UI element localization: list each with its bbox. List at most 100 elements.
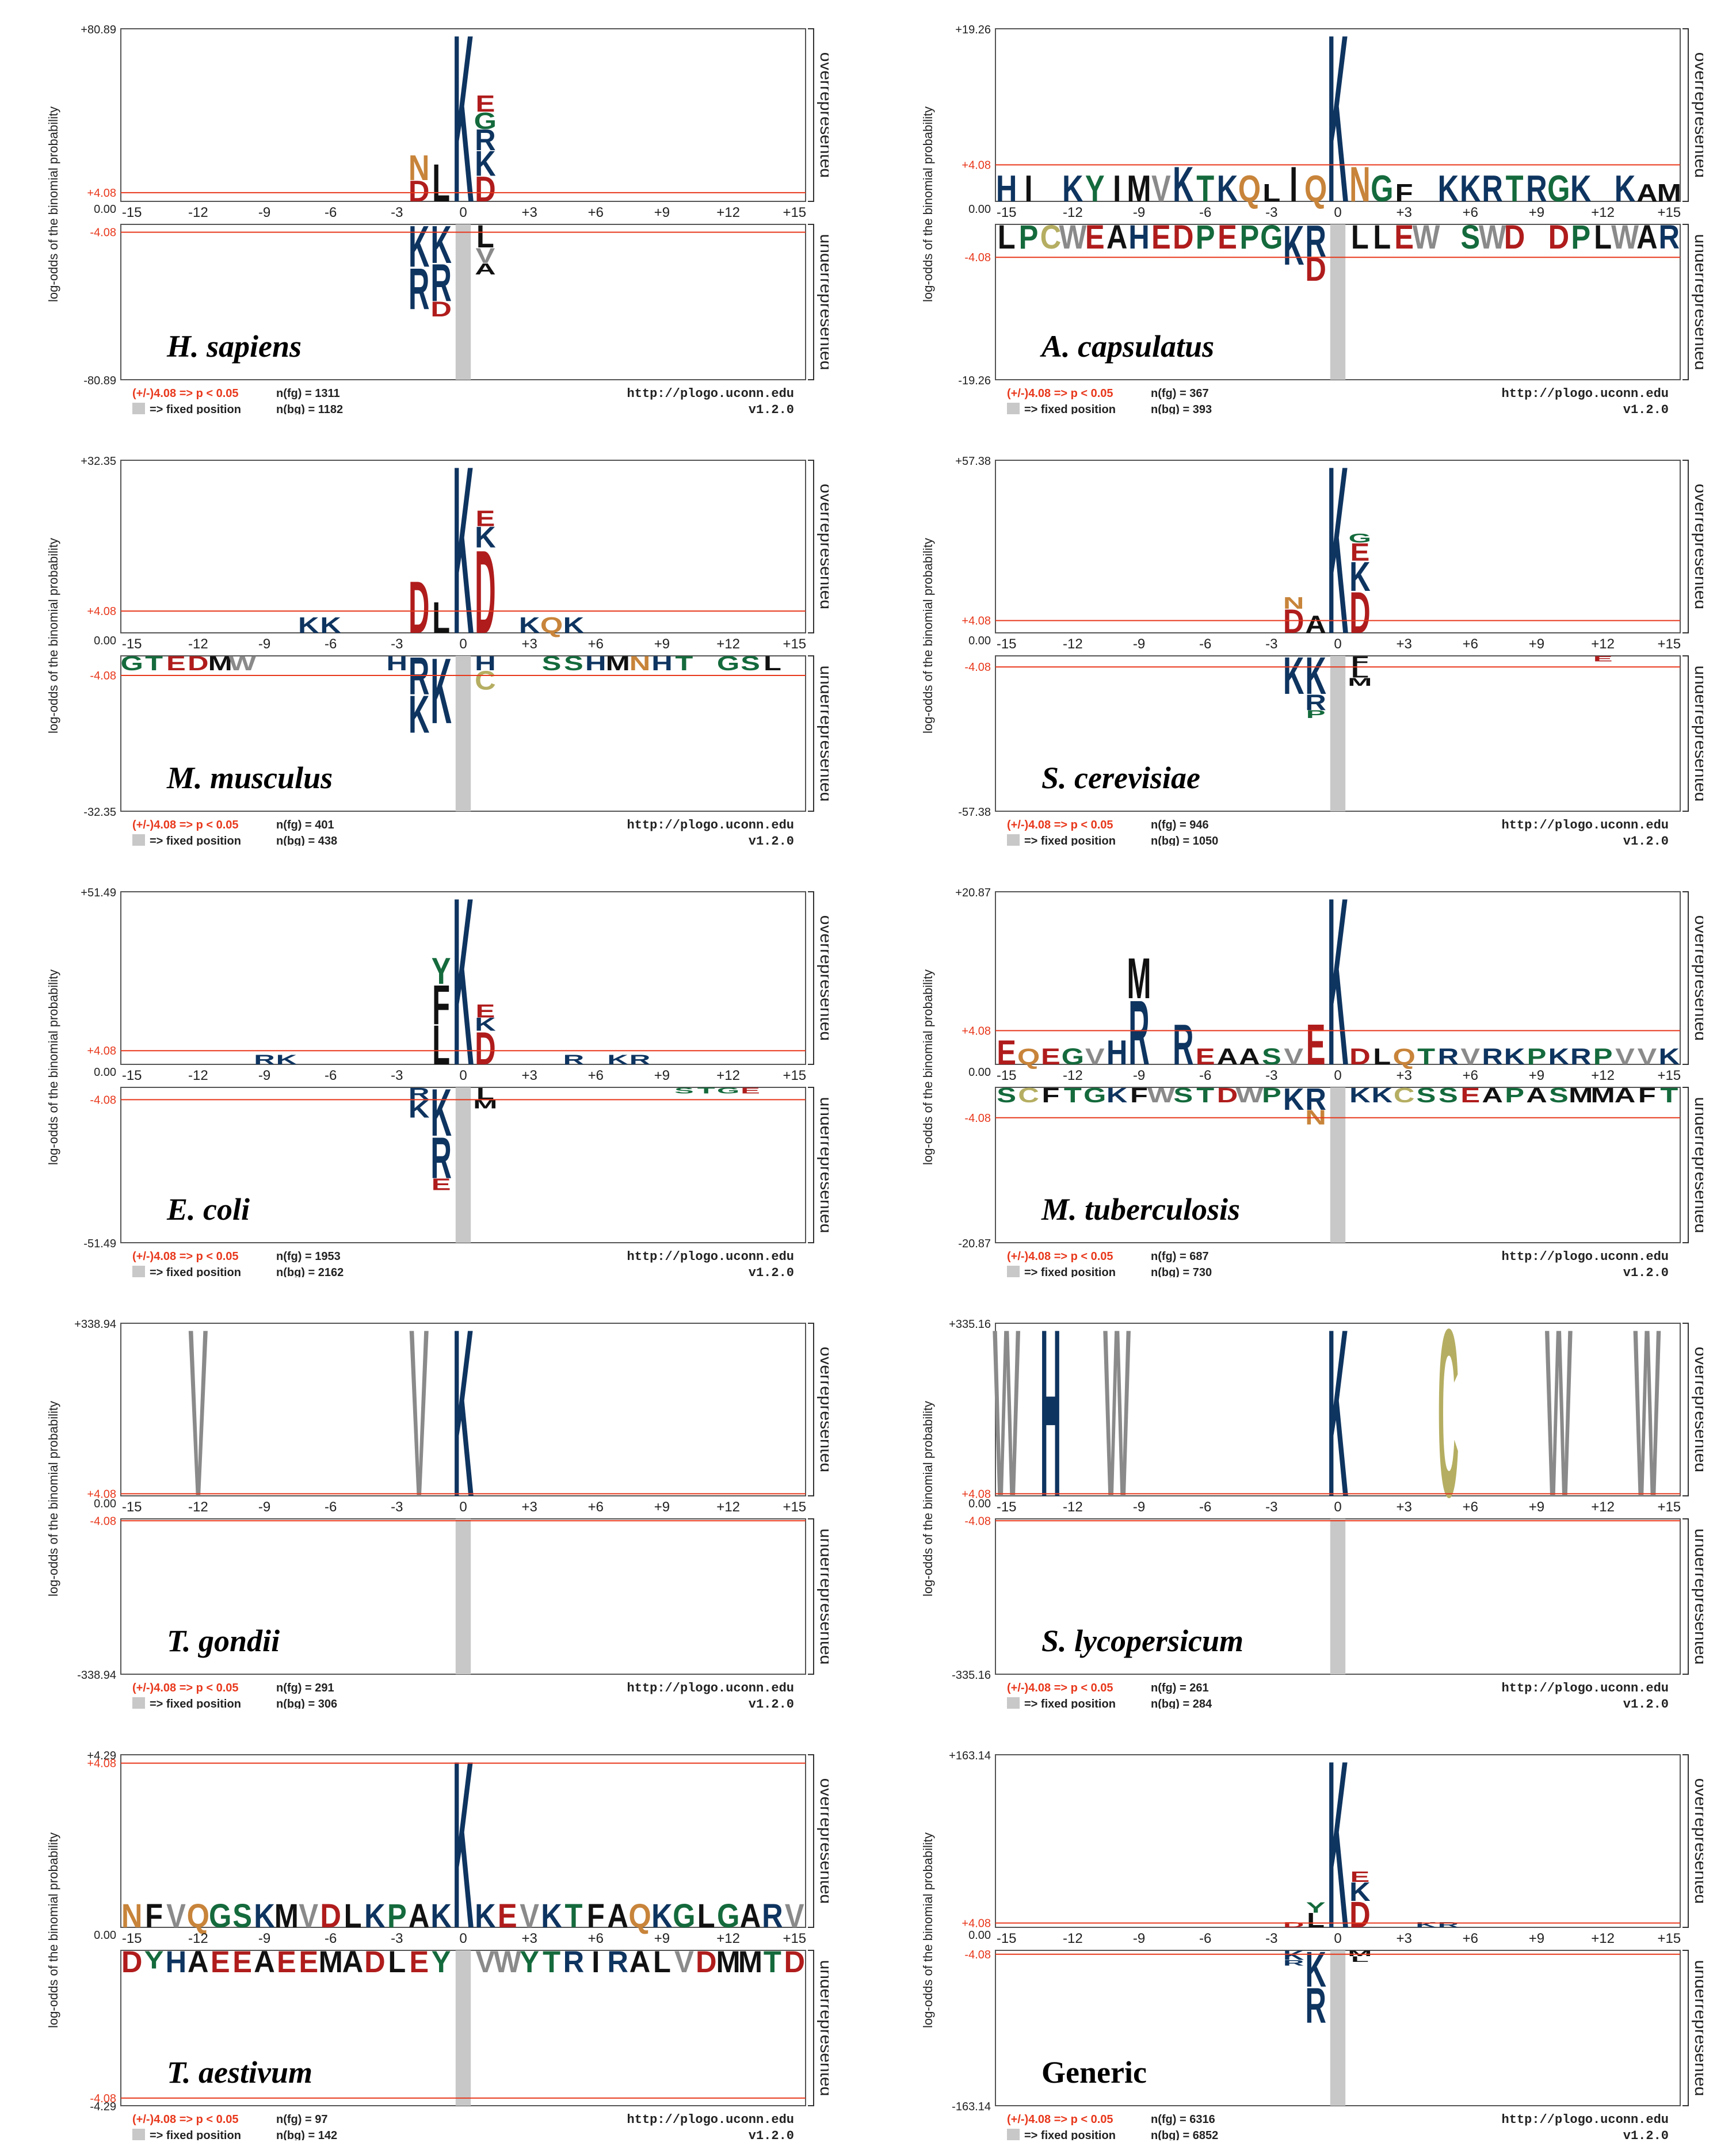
x-tick-label: +15 xyxy=(1657,1931,1681,1946)
over-frame xyxy=(120,891,806,1065)
x-tick-label: -6 xyxy=(1199,1499,1211,1515)
x-tick-label: +6 xyxy=(588,1068,604,1083)
logo-letter: M xyxy=(1591,1084,1615,1107)
x-tick-label: -3 xyxy=(1265,1931,1277,1946)
version-label: v1.2.0 xyxy=(1623,834,1669,846)
logo-letter: K xyxy=(475,1015,496,1036)
x-tick-label: +6 xyxy=(588,1931,604,1946)
logo-letter: T xyxy=(145,653,163,675)
logo-letter: K xyxy=(364,1897,386,1935)
logo-letter: K xyxy=(1283,215,1304,277)
logo-letter: E xyxy=(1085,219,1105,256)
logo-letter: K xyxy=(409,684,430,744)
logo-letter: K xyxy=(409,214,430,280)
logo-letter: L xyxy=(432,153,450,213)
logo-letter: H xyxy=(651,653,673,675)
n-fg: n(fg) = 261 xyxy=(1151,1682,1209,1694)
over-bracket xyxy=(808,460,814,633)
logo-letter: M xyxy=(1569,1084,1593,1107)
logo-letter: R xyxy=(1438,1044,1459,1070)
logo-letter: M xyxy=(1657,179,1681,207)
url-label: http://plogo.uconn.edu xyxy=(1502,818,1669,832)
x-tick-label: -6 xyxy=(1199,636,1211,652)
logo-letter: P xyxy=(1505,1084,1524,1107)
logo-letter: R xyxy=(1526,168,1547,209)
logo-panel: D N A K D K E G K K R P F L M E +57.38 +4.08 0.00 -4.08 -57.… xyxy=(875,443,1703,846)
n-fg: n(fg) = 401 xyxy=(276,819,334,831)
logo-letter: K xyxy=(430,1897,452,1935)
x-tick-label: -3 xyxy=(1265,205,1277,220)
x-tick-label: +6 xyxy=(1463,636,1478,652)
species-label: E. coli xyxy=(166,1192,250,1227)
logo-letter: G xyxy=(717,1086,739,1095)
logo-letter: S xyxy=(1417,1084,1436,1107)
x-tick-label: -9 xyxy=(1133,1499,1145,1515)
x-tick-label: -6 xyxy=(325,1068,337,1083)
logo-letter: K xyxy=(519,613,540,638)
x-tick-label: +12 xyxy=(1591,1499,1615,1515)
x-tick-label: -9 xyxy=(1133,1068,1145,1083)
fixed-note: => fixed position xyxy=(150,403,241,414)
x-tick-label: -12 xyxy=(1063,205,1083,220)
x-tick-label: +3 xyxy=(1396,636,1411,652)
logo-letter: P xyxy=(1593,1044,1613,1070)
over-label: overrepresented xyxy=(817,52,829,178)
x-tick-label: +3 xyxy=(1396,1068,1411,1083)
logo-letter: G xyxy=(120,653,143,675)
logo-letter: V xyxy=(299,1897,318,1935)
logo-letter: P xyxy=(1527,1044,1547,1070)
x-tick-label: +9 xyxy=(1529,205,1544,220)
under-label: underrepresented xyxy=(1691,1960,1703,2096)
logo-letter: D xyxy=(1283,603,1304,640)
n-bg: n(bg) = 306 xyxy=(276,1698,337,1709)
under-bracket xyxy=(808,1518,814,1675)
n-bg: n(bg) = 2162 xyxy=(276,1266,344,1277)
logo-letter: G xyxy=(1371,168,1393,209)
url-label: http://plogo.uconn.edu xyxy=(1502,2113,1669,2127)
logo-letter: W xyxy=(993,1306,1020,1546)
over-frame xyxy=(995,1754,1681,1928)
x-tick-label: +3 xyxy=(1396,1931,1411,1946)
ymax-label: +19.26 xyxy=(955,24,991,36)
logo-letter: E xyxy=(1593,655,1613,663)
logo-letter: K xyxy=(254,1897,275,1935)
species-label: A. capsulatus xyxy=(1040,329,1214,364)
logo-letter: E xyxy=(741,1086,760,1095)
ymin-label: -4.29 xyxy=(90,2101,116,2113)
logo-letter: Y xyxy=(1085,168,1105,209)
logo-letter: R xyxy=(430,253,452,312)
x-tick-label: 0 xyxy=(459,1931,467,1946)
ymax-label: +32.35 xyxy=(81,455,116,468)
x-tick-label: +12 xyxy=(716,205,740,220)
ymax-label: +51.49 xyxy=(81,887,116,899)
logo-letter: K xyxy=(1107,1084,1128,1107)
n-fg: n(fg) = 1311 xyxy=(276,387,340,400)
logo-letter: K xyxy=(453,874,474,1115)
logo-letter: K xyxy=(453,12,474,252)
logo-letter: R xyxy=(1570,1044,1592,1070)
x-tick-label: -6 xyxy=(325,1499,337,1515)
logo-letter: M xyxy=(716,1945,741,1979)
logo-letter: R xyxy=(1283,1958,1304,1968)
species-label: S. cerevisiae xyxy=(1041,761,1200,795)
logo-letter: E xyxy=(1151,219,1171,256)
logo-letter: K xyxy=(475,1897,496,1935)
logo-letter: K xyxy=(475,521,496,553)
logo-letter: V xyxy=(475,1945,495,1979)
under-label: underrepresented xyxy=(817,1097,829,1234)
logo-letter: V xyxy=(1151,168,1171,209)
logo-letter: C xyxy=(1018,1084,1039,1107)
logo-letter: M xyxy=(1348,675,1372,688)
x-tick-label: -12 xyxy=(188,1931,208,1946)
logo-letter: M xyxy=(606,653,630,675)
logo-letter: H xyxy=(387,653,408,675)
fixed-note: => fixed position xyxy=(1024,1266,1116,1277)
fixed-note: => fixed position xyxy=(150,2129,241,2140)
ymax-label: +20.87 xyxy=(955,887,991,899)
logo-letter: D xyxy=(475,169,496,209)
under-bracket xyxy=(808,224,814,380)
logo-letter: R xyxy=(1482,168,1503,209)
over-label: overrepresented xyxy=(817,915,829,1041)
